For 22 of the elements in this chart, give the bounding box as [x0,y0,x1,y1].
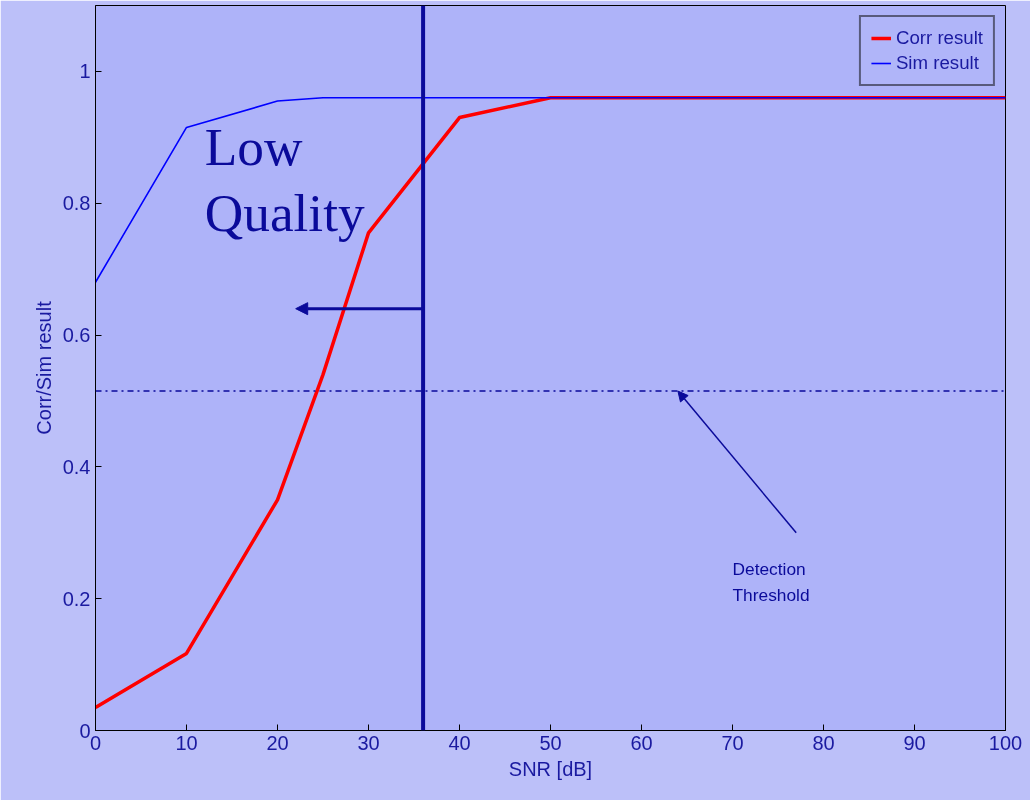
x-tick-label: 80 [812,731,835,754]
x-tick-label: 10 [175,731,198,754]
y-tick-label: 0.8 [62,192,91,215]
legend-label: Sim result [895,52,979,74]
x-tick-label: 70 [721,731,744,754]
y-tick-label: 1 [79,60,91,83]
ref-line-label: Low Quality [204,116,365,243]
x-tick-label: 40 [448,731,471,754]
x-axis-title: SNR [dB] [508,757,593,780]
y-tick-label: 0.2 [62,587,91,610]
x-tick-label: 20 [266,731,289,754]
x-tick-label: 30 [357,731,380,754]
x-tick-label: 90 [903,731,926,754]
legend-label: Corr result [895,27,983,49]
line-series [95,96,1006,284]
y-axis-title: Corr/Sim result [32,300,55,435]
x-tick-label: 100 [988,731,1023,754]
y-tick-label: 0.4 [62,455,91,478]
y-tick-label: 0.6 [62,324,91,347]
x-tick-label: 60 [630,731,653,754]
ref-line-label: Detection Threshold [732,559,810,606]
x-tick-label: 50 [539,731,562,754]
